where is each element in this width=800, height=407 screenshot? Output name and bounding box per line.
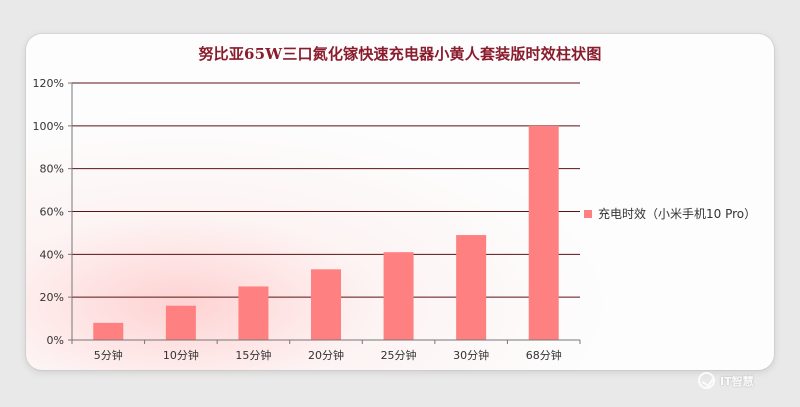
legend-swatch bbox=[584, 209, 592, 218]
y-tick-label: 100% bbox=[33, 120, 64, 133]
y-axis-ticks: 0% 20% 40% 60% 80% 100% 120% bbox=[33, 77, 72, 347]
y-tick-label: 120% bbox=[33, 77, 64, 90]
x-tick-label: 15分钟 bbox=[235, 348, 271, 362]
watermark: IT智慧 bbox=[698, 372, 754, 389]
x-tick-label: 5分钟 bbox=[94, 348, 123, 362]
bar bbox=[528, 125, 559, 340]
x-axis-ticks: 5分钟 10分钟 15分钟 20分钟 25分钟 30分钟 68分钟 bbox=[71, 340, 581, 362]
bar bbox=[311, 269, 341, 340]
grid-lines bbox=[72, 82, 580, 298]
bar bbox=[456, 235, 487, 340]
chart-title: 努比亚65W三口氮化镓快速充电器小黄人套装版时效柱状图 bbox=[198, 45, 602, 63]
x-tick-label: 68分钟 bbox=[526, 348, 562, 362]
bars bbox=[93, 125, 559, 340]
bar bbox=[165, 305, 196, 340]
y-tick-label: 60% bbox=[40, 206, 64, 219]
bar bbox=[93, 322, 124, 340]
x-tick-label: 20分钟 bbox=[308, 348, 344, 362]
y-tick-label: 0% bbox=[47, 334, 64, 347]
y-tick-label: 40% bbox=[40, 248, 64, 261]
watermark-text: IT智慧 bbox=[720, 374, 754, 388]
y-tick-label: 20% bbox=[40, 291, 64, 304]
x-tick-label: 10分钟 bbox=[163, 348, 199, 362]
bar bbox=[238, 286, 269, 340]
y-tick-label: 80% bbox=[40, 163, 64, 176]
bar-chart: 0% 20% 40% 60% 80% 100% 120% 5分钟 10分钟 15分钟 20分钟 25… bbox=[33, 77, 581, 362]
x-tick-label: 30分钟 bbox=[453, 348, 489, 362]
bar bbox=[383, 252, 414, 340]
chart-card: 努比亚65W三口氮化镓快速充电器小黄人套装版时效柱状图 0% 20% 40% 60% 8… bbox=[26, 34, 774, 370]
watermark-logo-icon bbox=[698, 372, 715, 389]
legend-label: 充电时效（小米手机10 Pro） bbox=[598, 207, 757, 221]
legend: 充电时效（小米手机10 Pro） bbox=[584, 205, 756, 222]
x-tick-label: 25分钟 bbox=[381, 348, 417, 362]
